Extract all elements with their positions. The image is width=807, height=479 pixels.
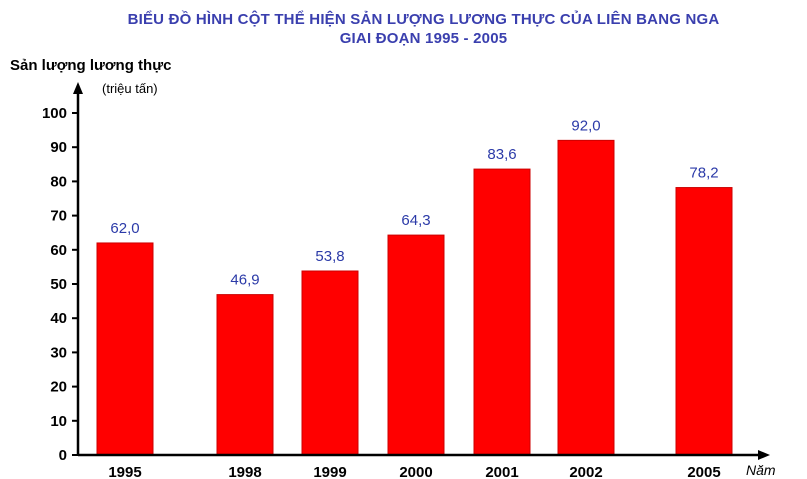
bar <box>387 234 445 456</box>
value-label: 62,0 <box>110 220 139 237</box>
category-label: 1999 <box>313 464 346 479</box>
chart-title-line-1: BIỂU ĐỒ HÌNH CỘT THỂ HIỆN SẢN LƯỢNG LƯƠN… <box>127 11 720 28</box>
category-label: 2002 <box>569 464 602 479</box>
x-axis-label: Năm <box>746 462 776 478</box>
value-label: 64,3 <box>401 212 430 229</box>
category-label: 1998 <box>228 464 261 479</box>
value-label: 83,6 <box>487 146 516 163</box>
x-axis-arrow <box>758 450 770 460</box>
category-label: 2005 <box>687 464 720 479</box>
y-axis-arrow <box>73 82 83 94</box>
y-tick-label: 90 <box>50 139 67 156</box>
chart-title-line-2: GIAI ĐOẠN 1995 - 2005 <box>339 30 508 47</box>
value-label: 92,0 <box>571 117 600 134</box>
bar <box>96 242 154 456</box>
bar <box>557 139 615 456</box>
y-tick-label: 40 <box>50 310 67 327</box>
y-axis-label: Sản lượng lương thực <box>10 57 171 74</box>
bar <box>301 270 359 456</box>
y-tick-label: 50 <box>50 276 67 293</box>
value-label: 53,8 <box>315 248 344 265</box>
y-axis-unit: (triệu tấn) <box>102 81 158 96</box>
y-tick-label: 70 <box>50 208 67 225</box>
y-tick-label: 80 <box>50 173 67 190</box>
y-tick-label: 0 <box>59 447 67 464</box>
category-label: 2001 <box>485 464 518 479</box>
chart-title: BIỂU ĐỒ HÌNH CỘT THỂ HIỆN SẢN LƯỢNG LƯƠN… <box>40 10 807 48</box>
bar <box>675 187 733 456</box>
y-tick-label: 10 <box>50 413 67 430</box>
value-label: 46,9 <box>230 272 259 289</box>
category-label: 1995 <box>108 464 141 479</box>
value-label: 78,2 <box>689 165 718 182</box>
bar <box>216 294 274 456</box>
y-tick-label: 100 <box>42 105 67 122</box>
y-tick-label: 30 <box>50 344 67 361</box>
category-label: 2000 <box>399 464 432 479</box>
bar <box>473 168 531 456</box>
y-tick-label: 20 <box>50 379 67 396</box>
y-tick-label: 60 <box>50 242 67 259</box>
